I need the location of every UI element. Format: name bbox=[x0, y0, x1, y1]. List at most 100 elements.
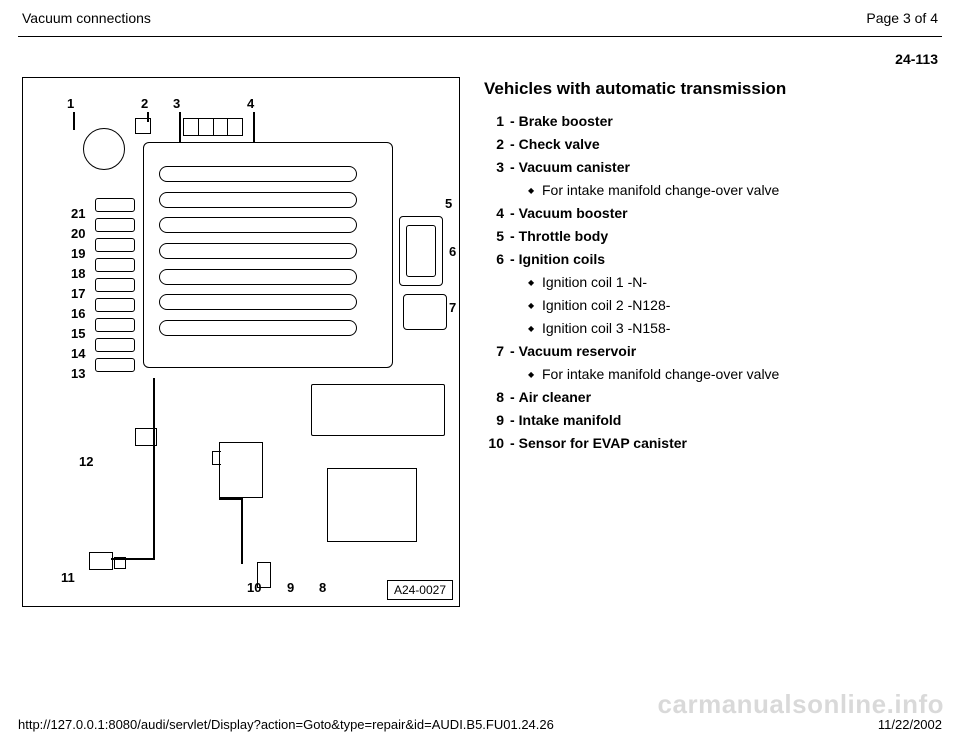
item-sep: - bbox=[510, 228, 519, 244]
footer-date: 11/22/2002 bbox=[878, 717, 942, 732]
list-item: 7- Vacuum reservoir bbox=[484, 343, 938, 359]
part-intake-ribs bbox=[159, 166, 357, 336]
item-label: Brake booster bbox=[519, 113, 613, 129]
page: Vacuum connections Page 3 of 4 24-113 bbox=[0, 0, 960, 742]
leader bbox=[219, 498, 243, 500]
item-label: Throttle body bbox=[519, 228, 608, 244]
text-column: Vehicles with automatic transmission 1- … bbox=[484, 77, 938, 607]
part-connector-11 bbox=[89, 552, 113, 570]
leader bbox=[179, 112, 181, 142]
callout-number: 5 bbox=[445, 196, 452, 211]
part-vacuum-reservoir bbox=[403, 294, 447, 330]
item-sep: - bbox=[510, 412, 519, 428]
list-item: 1- Brake booster bbox=[484, 113, 938, 129]
item-number: 10 bbox=[484, 435, 510, 451]
leader bbox=[147, 112, 149, 122]
leader bbox=[241, 498, 243, 564]
callout-number: 13 bbox=[71, 366, 85, 381]
item-label: Ignition coils bbox=[519, 251, 605, 267]
header-bar: Vacuum connections Page 3 of 4 bbox=[18, 10, 942, 32]
item-sep: - bbox=[510, 205, 519, 221]
callout-number: 19 bbox=[71, 246, 85, 261]
sub-item: Ignition coil 3 -N158- bbox=[528, 320, 938, 336]
callout-number: 18 bbox=[71, 266, 85, 281]
callout-number: 16 bbox=[71, 306, 85, 321]
callout-number: 8 bbox=[319, 580, 326, 595]
item-number: 7 bbox=[484, 343, 510, 359]
item-sep: - bbox=[510, 343, 519, 359]
content-row: 123456789101112131415161718192021 A24-00… bbox=[18, 77, 942, 607]
callout-number: 15 bbox=[71, 326, 85, 341]
watermark: carmanualsonline.info bbox=[658, 689, 944, 720]
item-sep: - bbox=[510, 136, 519, 152]
list-item: 5- Throttle body bbox=[484, 228, 938, 244]
list-item: 9- Intake manifold bbox=[484, 412, 938, 428]
item-label: Vacuum reservoir bbox=[519, 343, 637, 359]
page-code: 24-113 bbox=[18, 51, 942, 67]
list-item: 10- Sensor for EVAP canister bbox=[484, 435, 938, 451]
section-heading: Vehicles with automatic transmission bbox=[484, 79, 938, 99]
callout-number: 11 bbox=[61, 570, 75, 585]
callout-number: 4 bbox=[247, 96, 254, 111]
callout-number: 3 bbox=[173, 96, 180, 111]
callout-number: 7 bbox=[449, 300, 456, 315]
callout-number: 9 bbox=[287, 580, 294, 595]
diagram-code: A24-0027 bbox=[387, 580, 453, 600]
part-throttle-body bbox=[399, 216, 443, 286]
footer-url: http://127.0.0.1:8080/audi/servlet/Displ… bbox=[18, 717, 554, 732]
callout-number: 14 bbox=[71, 346, 85, 361]
item-sep: - bbox=[510, 389, 519, 405]
part-lower-box bbox=[327, 468, 417, 542]
item-label: Vacuum booster bbox=[519, 205, 628, 221]
item-number: 1 bbox=[484, 113, 510, 129]
callout-number: 21 bbox=[71, 206, 85, 221]
item-number: 9 bbox=[484, 412, 510, 428]
part-brake-booster bbox=[83, 128, 125, 170]
item-sep: - bbox=[510, 435, 519, 451]
sub-item: For intake manifold change-over valve bbox=[528, 366, 938, 382]
item-list: 1- Brake booster2- Check valve3- Vacuum … bbox=[484, 113, 938, 451]
callout-number: 20 bbox=[71, 226, 85, 241]
doc-title: Vacuum connections bbox=[22, 10, 151, 26]
list-item: 4- Vacuum booster bbox=[484, 205, 938, 221]
item-sep: - bbox=[510, 251, 519, 267]
list-item: 8- Air cleaner bbox=[484, 389, 938, 405]
list-item: 3- Vacuum canister bbox=[484, 159, 938, 175]
list-item: 6- Ignition coils bbox=[484, 251, 938, 267]
callout-number: 12 bbox=[79, 454, 93, 469]
part-hose-stack bbox=[95, 198, 135, 374]
leader bbox=[73, 112, 75, 130]
divider bbox=[18, 36, 942, 37]
item-label: Air cleaner bbox=[519, 389, 591, 405]
callout-number: 1 bbox=[67, 96, 74, 111]
part-air-cleaner bbox=[311, 384, 445, 436]
item-label: Check valve bbox=[519, 136, 600, 152]
callout-number: 10 bbox=[247, 580, 261, 595]
leader bbox=[111, 558, 155, 560]
item-sep: - bbox=[510, 159, 519, 175]
item-label: Sensor for EVAP canister bbox=[519, 435, 687, 451]
callout-number: 17 bbox=[71, 286, 85, 301]
part-coil-pack bbox=[183, 118, 243, 136]
item-number: 6 bbox=[484, 251, 510, 267]
sub-item: For intake manifold change-over valve bbox=[528, 182, 938, 198]
diagram-column: 123456789101112131415161718192021 A24-00… bbox=[22, 77, 462, 607]
leader bbox=[253, 112, 255, 142]
leader bbox=[153, 378, 155, 438]
item-number: 4 bbox=[484, 205, 510, 221]
list-item: 2- Check valve bbox=[484, 136, 938, 152]
item-label: Vacuum canister bbox=[519, 159, 630, 175]
item-label: Intake manifold bbox=[519, 412, 622, 428]
item-number: 3 bbox=[484, 159, 510, 175]
item-number: 5 bbox=[484, 228, 510, 244]
callout-number: 2 bbox=[141, 96, 148, 111]
leader bbox=[153, 438, 155, 558]
item-sep: - bbox=[510, 113, 519, 129]
footer: http://127.0.0.1:8080/audi/servlet/Displ… bbox=[18, 717, 942, 732]
callout-number: 6 bbox=[449, 244, 456, 259]
page-indicator: Page 3 of 4 bbox=[866, 10, 938, 26]
part-canister bbox=[219, 442, 263, 498]
item-number: 8 bbox=[484, 389, 510, 405]
sub-item: Ignition coil 2 -N128- bbox=[528, 297, 938, 313]
diagram-frame: 123456789101112131415161718192021 A24-00… bbox=[22, 77, 460, 607]
